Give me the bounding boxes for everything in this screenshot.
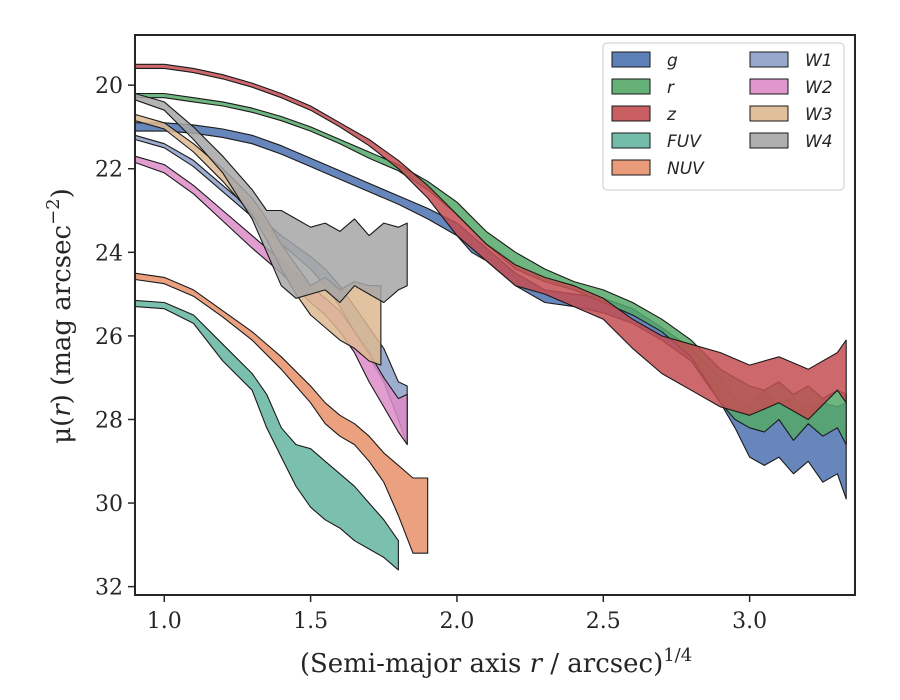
legend-swatch-g [611,51,651,68]
series-band-r [134,92,847,446]
x-axis-ticks: 1.0 1.5 2.0 2.5 3.0 [147,595,767,634]
legend-swatch-w1 [749,51,789,68]
legend-swatch-fuv [611,132,651,149]
x-axis-label: (Semi-major axis r / arcsec)1/4 [300,645,692,679]
legend-label-w3: W3 [805,105,833,125]
y-axis-label: μ(r) (mag arcsec−2) [43,188,77,444]
y-axis-ticks: 20 22 24 26 28 30 32 [95,74,135,601]
plot-frame [134,34,856,596]
series-band-z [134,63,847,421]
legend-label-r: r [667,78,675,98]
series-band-nuv [134,272,429,554]
x-tick-label: 2.0 [439,609,474,634]
y-tick-label: 26 [95,325,123,350]
series-band-w4 [134,92,408,304]
x-tick-label: 2.5 [586,609,621,634]
series-band-g [134,122,847,500]
x-tick-label: 1.0 [147,609,182,634]
series-band-fuv [134,299,399,571]
y-tick-label: 32 [95,576,123,601]
series-bands [134,63,847,571]
legend-swatch-w4 [749,132,789,149]
y-tick-label: 28 [95,408,123,433]
legend-label-w4: W4 [805,132,833,152]
legend-swatch-r [611,78,651,95]
legend-label-nuv: NUV [667,159,705,179]
y-tick-label: 24 [95,241,123,266]
y-tick-label: 30 [95,492,123,517]
legend-swatch-z [611,105,651,122]
legend-swatch-w3 [749,105,789,122]
y-tick-label: 22 [95,158,123,183]
legend-swatch-nuv [611,159,651,176]
x-tick-label: 1.5 [293,609,328,634]
legend-label-z: z [666,105,677,125]
y-tick-label: 20 [95,74,123,99]
legend-label-w1: W1 [805,51,833,71]
x-tick-label: 3.0 [732,609,767,634]
legend-label-w2: W2 [805,78,833,98]
legend-label-fuv: FUV [667,132,702,152]
legend-swatch-w2 [749,78,789,95]
legend-label-g: g [667,51,678,71]
legend: grz FUV NUV W1 W2 W3 W4 [602,42,845,191]
